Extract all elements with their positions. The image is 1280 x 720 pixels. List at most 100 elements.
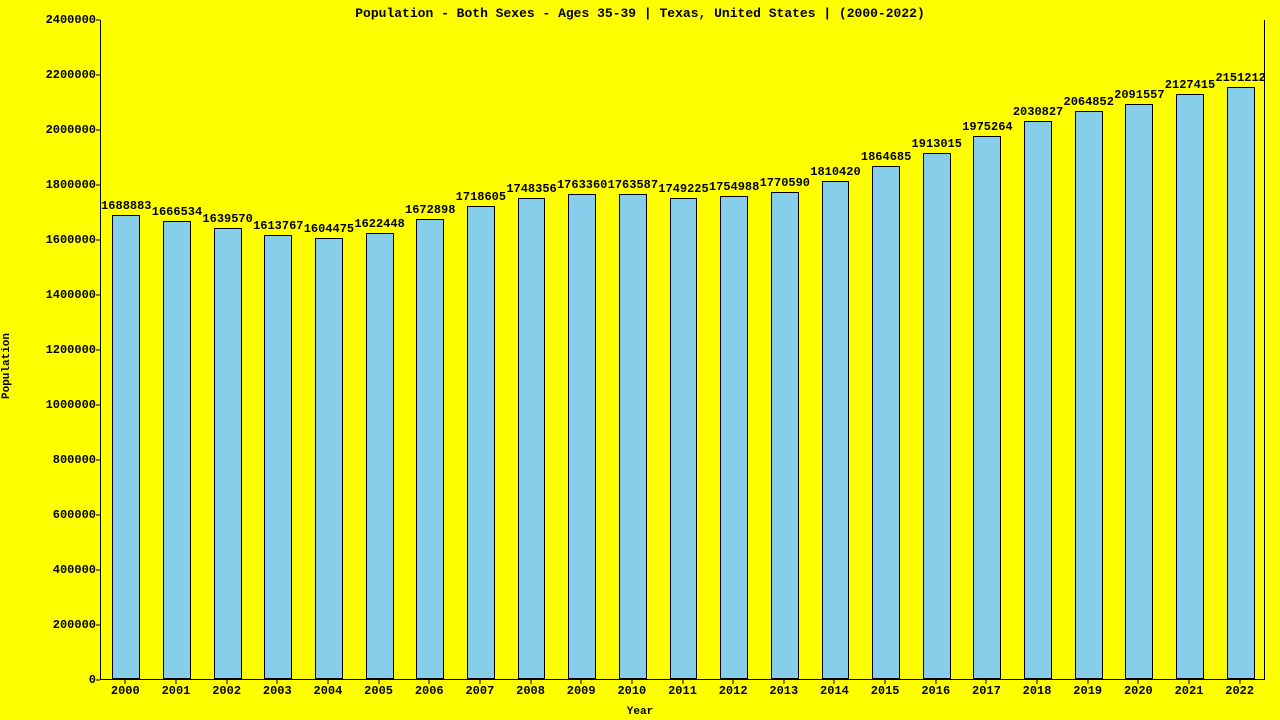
x-tick-label: 2001 (162, 684, 191, 698)
chart-container: Population - Both Sexes - Ages 35-39 | T… (0, 0, 1280, 720)
y-tick-label: 1200000 (46, 343, 96, 357)
x-tick-mark (733, 680, 734, 684)
chart-title: Population - Both Sexes - Ages 35-39 | T… (0, 6, 1280, 21)
x-tick-label: 2011 (668, 684, 697, 698)
bar-value-label: 1688883 (101, 199, 151, 213)
x-tick-label: 2008 (516, 684, 545, 698)
x-tick-label: 2015 (871, 684, 900, 698)
bar-value-label: 1622448 (354, 217, 404, 231)
bar (568, 194, 596, 679)
x-tick-label: 2006 (415, 684, 444, 698)
bar-value-label: 1770590 (760, 176, 810, 190)
bar-value-label: 1864685 (861, 150, 911, 164)
bar (923, 153, 951, 679)
x-tick-label: 2007 (465, 684, 494, 698)
bar (416, 219, 444, 679)
bar (163, 221, 191, 679)
y-tick-mark (96, 405, 100, 406)
bar (973, 136, 1001, 679)
y-tick-label: 1600000 (46, 233, 96, 247)
bar-value-label: 1754988 (709, 180, 759, 194)
x-tick-label: 2021 (1175, 684, 1204, 698)
y-tick-label: 2000000 (46, 123, 96, 137)
x-tick-label: 2003 (263, 684, 292, 698)
x-tick-mark (834, 680, 835, 684)
x-tick-label: 2010 (617, 684, 646, 698)
y-tick-mark (96, 240, 100, 241)
x-tick-mark (1239, 680, 1240, 684)
x-tick-label: 2019 (1073, 684, 1102, 698)
y-tick-mark (96, 515, 100, 516)
y-tick-label: 800000 (53, 453, 96, 467)
x-tick-mark (378, 680, 379, 684)
y-tick-mark (96, 350, 100, 351)
y-tick-label: 2200000 (46, 68, 96, 82)
x-tick-label: 2020 (1124, 684, 1153, 698)
bar-value-label: 1913015 (912, 137, 962, 151)
y-tick-label: 600000 (53, 508, 96, 522)
y-tick-label: 2400000 (46, 13, 96, 27)
bar-value-label: 2064852 (1063, 95, 1113, 109)
y-tick-label: 0 (89, 673, 96, 687)
x-tick-mark (682, 680, 683, 684)
plot-area: 1688883166653416395701613767160447516224… (100, 20, 1265, 680)
x-tick-mark (1189, 680, 1190, 684)
bar-value-label: 2151212 (1215, 71, 1265, 85)
bar (822, 181, 850, 679)
y-tick-mark (96, 570, 100, 571)
x-tick-label: 2022 (1225, 684, 1254, 698)
bar (518, 198, 546, 679)
bar-value-label: 1763360 (557, 178, 607, 192)
y-axis-label: Population (1, 333, 13, 399)
bar-value-label: 1749225 (658, 182, 708, 196)
bar-value-label: 1672898 (405, 203, 455, 217)
x-tick-mark (581, 680, 582, 684)
bar-value-label: 1613767 (253, 219, 303, 233)
bar (619, 194, 647, 679)
x-tick-mark (175, 680, 176, 684)
x-tick-label: 2017 (972, 684, 1001, 698)
x-tick-mark (429, 680, 430, 684)
bar (1176, 94, 1204, 679)
x-tick-mark (530, 680, 531, 684)
x-tick-mark (125, 680, 126, 684)
x-tick-label: 2018 (1023, 684, 1052, 698)
x-tick-mark (327, 680, 328, 684)
y-tick-label: 400000 (53, 563, 96, 577)
x-tick-label: 2004 (314, 684, 343, 698)
bar (872, 166, 900, 679)
x-tick-mark (631, 680, 632, 684)
x-axis-label: Year (0, 706, 1280, 718)
y-tick-mark (96, 625, 100, 626)
bar-value-label: 1604475 (304, 222, 354, 236)
y-tick-label: 1800000 (46, 178, 96, 192)
y-tick-mark (96, 130, 100, 131)
x-tick-mark (277, 680, 278, 684)
x-tick-label: 2002 (212, 684, 241, 698)
y-tick-mark (96, 75, 100, 76)
y-tick-mark (96, 185, 100, 186)
x-tick-mark (1138, 680, 1139, 684)
y-tick-mark (96, 295, 100, 296)
bar (720, 196, 748, 679)
bar (771, 192, 799, 679)
y-tick-mark (96, 680, 100, 681)
bar (670, 198, 698, 679)
x-tick-mark (935, 680, 936, 684)
x-tick-mark (1037, 680, 1038, 684)
y-tick-mark (96, 20, 100, 21)
bar-value-label: 2091557 (1114, 88, 1164, 102)
x-tick-mark (783, 680, 784, 684)
bar (214, 228, 242, 679)
x-tick-label: 2009 (567, 684, 596, 698)
bar-value-label: 1810420 (810, 165, 860, 179)
bar (1024, 121, 1052, 679)
bar-value-label: 1639570 (202, 212, 252, 226)
x-tick-label: 2014 (820, 684, 849, 698)
bar (1227, 87, 1255, 679)
bar-value-label: 1975264 (962, 120, 1012, 134)
x-tick-label: 2016 (921, 684, 950, 698)
x-tick-mark (1087, 680, 1088, 684)
x-tick-mark (479, 680, 480, 684)
bar-value-label: 2030827 (1013, 105, 1063, 119)
